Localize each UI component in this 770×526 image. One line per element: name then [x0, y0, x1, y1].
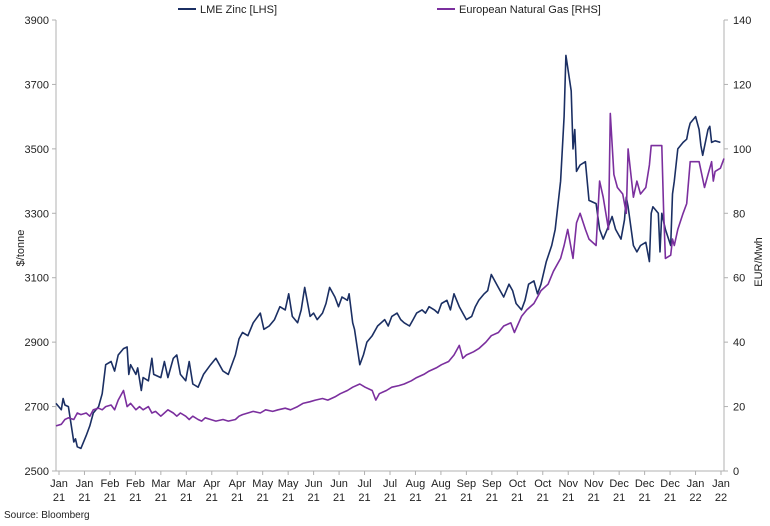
right-axis: 0 20 40 60 80 100 120 140	[724, 15, 751, 478]
right-tick-label: 20	[733, 402, 745, 414]
x-tick-month: Dec	[660, 478, 680, 490]
legend: LME Zinc [LHS] European Natural Gas [RHS…	[178, 4, 601, 16]
x-tick-month: Jan	[712, 478, 730, 490]
x-tick-year: 22	[689, 492, 701, 504]
x-tick-year: 21	[180, 492, 192, 504]
x-tick-month: Jun	[305, 478, 323, 490]
right-tick-label: 140	[733, 15, 751, 27]
x-tick-month: Dec	[609, 478, 629, 490]
x-tick-year: 21	[511, 492, 523, 504]
x-tick-year: 21	[206, 492, 218, 504]
x-tick-month: Jul	[358, 478, 372, 490]
right-tick-label: 0	[733, 466, 739, 478]
x-tick-month: Mar	[177, 478, 196, 490]
legend-label-gas: European Natural Gas [RHS]	[459, 4, 601, 16]
left-tick-label: 3300	[25, 208, 49, 220]
left-tick-label: 3100	[25, 273, 49, 285]
right-tick-label: 40	[733, 337, 745, 349]
x-tick-year: 21	[638, 492, 650, 504]
right-tick-label: 120	[733, 79, 751, 91]
x-tick-month: Apr	[229, 478, 246, 490]
series-line-gas	[55, 112, 725, 427]
x-tick-year: 21	[104, 492, 116, 504]
x-tick-month: Oct	[534, 478, 551, 490]
right-axis-title: EUR/Mwh	[753, 237, 765, 287]
x-tick-month: Nov	[558, 478, 578, 490]
x-tick-month: Sep	[482, 478, 502, 490]
x-tick-year: 21	[613, 492, 625, 504]
left-tick-label: 3900	[25, 15, 49, 27]
x-axis: Jan 21 Jan 21 Feb 21 Feb 21 Mar 21 Mar 21 Apr 21 Apr 21…	[50, 471, 730, 504]
x-tick-month: Oct	[509, 478, 526, 490]
series-line-zinc	[55, 54, 721, 450]
x-tick-year: 21	[486, 492, 498, 504]
x-tick-month: Jul	[383, 478, 397, 490]
legend-label-zinc: LME Zinc [LHS]	[200, 4, 277, 16]
x-tick-month: May	[252, 478, 273, 490]
x-tick-year: 21	[460, 492, 472, 504]
x-tick-month: Dec	[635, 478, 655, 490]
left-tick-label: 2700	[25, 402, 49, 414]
x-tick-year: 22	[715, 492, 727, 504]
x-tick-year: 21	[588, 492, 600, 504]
x-tick-year: 21	[53, 492, 65, 504]
x-tick-month: Feb	[100, 478, 119, 490]
right-tick-label: 60	[733, 273, 745, 285]
x-tick-month: May	[278, 478, 299, 490]
x-tick-year: 21	[537, 492, 549, 504]
x-tick-year: 21	[78, 492, 90, 504]
x-tick-month: Sep	[457, 478, 477, 490]
x-tick-year: 21	[562, 492, 574, 504]
x-tick-month: Feb	[126, 478, 145, 490]
right-tick-label: 100	[733, 144, 751, 156]
x-tick-month: Jan	[76, 478, 94, 490]
x-tick-month: Aug	[406, 478, 426, 490]
left-tick-label: 3700	[25, 79, 49, 91]
x-tick-year: 21	[664, 492, 676, 504]
x-tick-year: 21	[358, 492, 370, 504]
x-tick-month: Jun	[330, 478, 348, 490]
left-axis-title: $/tonne	[15, 230, 27, 267]
left-tick-label: 2500	[25, 466, 49, 478]
x-tick-year: 21	[384, 492, 396, 504]
x-tick-year: 21	[333, 492, 345, 504]
x-tick-month: Aug	[431, 478, 451, 490]
x-tick-year: 21	[307, 492, 319, 504]
x-tick-month: Apr	[203, 478, 220, 490]
left-tick-label: 2900	[25, 337, 49, 349]
x-tick-month: Nov	[584, 478, 604, 490]
x-tick-year: 21	[129, 492, 141, 504]
x-tick-month: Mar	[151, 478, 170, 490]
x-tick-year: 21	[155, 492, 167, 504]
x-tick-year: 21	[409, 492, 421, 504]
left-tick-label: 3500	[25, 144, 49, 156]
x-tick-year: 21	[231, 492, 243, 504]
x-tick-month: Jan	[50, 478, 68, 490]
x-tick-year: 21	[257, 492, 269, 504]
plot-frame	[55, 20, 725, 472]
x-tick-year: 21	[435, 492, 447, 504]
x-tick-month: Jan	[687, 478, 705, 490]
plot-lines	[55, 54, 725, 450]
left-axis: 2500 2700 2900 3100 3300 3500 3700 3900	[25, 15, 56, 478]
source-note: Source: Bloomberg	[4, 510, 90, 521]
right-tick-label: 80	[733, 208, 745, 220]
x-tick-year: 21	[282, 492, 294, 504]
